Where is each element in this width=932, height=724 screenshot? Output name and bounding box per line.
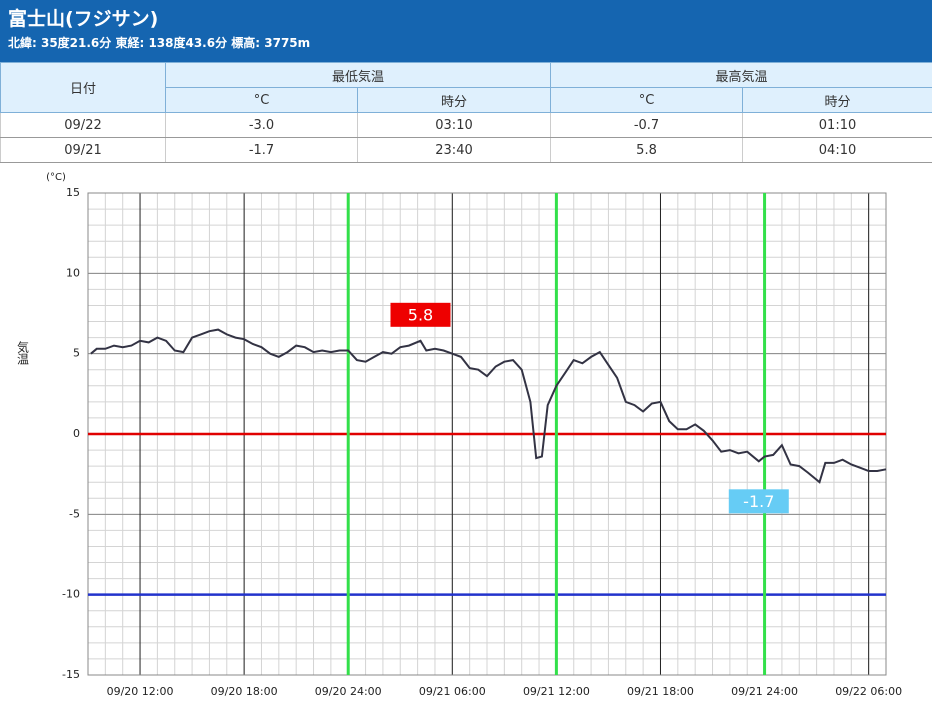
- cell: -0.7: [550, 112, 744, 138]
- cell: -1.7: [165, 137, 358, 163]
- label-text: -1.7: [743, 492, 774, 511]
- temperature-table: 日付 最低気温 最高気温 °C 時分 °C 時分 09/22 -3.0 03:10-…: [0, 62, 932, 163]
- th: °C: [550, 87, 744, 113]
- y-tick-label: 5: [73, 347, 80, 360]
- label-box: [390, 302, 451, 327]
- y-axis-label: 気温: [16, 340, 30, 365]
- chart: (°C) 気温 -15 -10 -5 0 5 10 15 09/20 12:00 09/20 1…: [16, 172, 903, 698]
- min-label: -1.7: [728, 489, 789, 514]
- th: 最低気温: [164, 62, 552, 88]
- y-tick-label: 10: [66, 266, 80, 279]
- th: 時分: [742, 87, 932, 113]
- y-tick-label: -15: [62, 668, 80, 681]
- header: 富士山(フジサン) 北緯: 35度21.6分 東経: 138度43.6分 標高:…: [0, 0, 932, 62]
- x-tick-label: 09/21 12:00: [523, 685, 590, 698]
- x-tick-label: 09/21 06:00: [419, 685, 486, 698]
- y-tick-label: 0: [73, 427, 80, 440]
- max-label: 5.8: [390, 302, 451, 327]
- y-unit: (°C): [46, 172, 66, 183]
- x-tick-label: 09/21 24:00: [731, 685, 798, 698]
- x-tick-label: 09/20 24:00: [315, 685, 382, 698]
- x-tick-label: 09/20 18:00: [211, 685, 278, 698]
- th: °C: [165, 87, 358, 113]
- subtitle: 北緯: 35度21.6分 東経: 138度43.6分 標高: 3775m: [8, 36, 311, 50]
- x-tick-label: 09/22 06:00: [835, 685, 902, 698]
- temperature-line: [90, 328, 887, 484]
- label-box: [728, 489, 789, 514]
- cell: 01:10: [742, 112, 932, 138]
- th: 最高気温: [550, 62, 932, 88]
- th: 時分: [356, 87, 552, 113]
- title: 富士山(フジサン): [8, 8, 159, 30]
- cell: 09/22: [0, 112, 166, 138]
- x-tick-label: 09/20 12:00: [107, 685, 174, 698]
- cell: 09/21: [0, 137, 166, 163]
- cell: 03:10: [356, 112, 552, 138]
- cell: 04:10: [742, 137, 932, 163]
- cell: 23:40: [356, 137, 552, 163]
- th: 日付: [0, 62, 166, 113]
- y-tick-label: 15: [66, 186, 80, 199]
- y-tick-label: -10: [62, 588, 80, 601]
- cell: -3.0: [165, 112, 358, 138]
- cell: 5.8: [550, 137, 744, 163]
- y-tick-label: -5: [69, 507, 80, 520]
- x-tick-label: 09/21 18:00: [627, 685, 694, 698]
- label-text: 5.8: [408, 305, 433, 324]
